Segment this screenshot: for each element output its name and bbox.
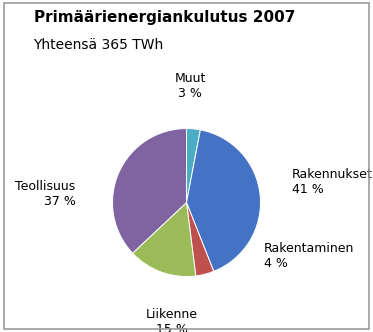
Text: Primäärienergiankulutus 2007: Primäärienergiankulutus 2007 — [34, 10, 295, 25]
Text: Muut
3 %: Muut 3 % — [175, 72, 206, 100]
Text: Rakentaminen
4 %: Rakentaminen 4 % — [264, 242, 355, 270]
Wedge shape — [132, 203, 196, 277]
Text: Liikenne
15 %: Liikenne 15 % — [146, 307, 198, 332]
Wedge shape — [186, 128, 200, 203]
Text: Teollisuus
37 %: Teollisuus 37 % — [15, 180, 75, 208]
Wedge shape — [186, 203, 214, 276]
Text: Rakennukset
41 %: Rakennukset 41 % — [292, 168, 372, 196]
Wedge shape — [186, 130, 260, 271]
Wedge shape — [113, 128, 186, 253]
Text: Yhteensä 365 TWh: Yhteensä 365 TWh — [34, 38, 164, 52]
